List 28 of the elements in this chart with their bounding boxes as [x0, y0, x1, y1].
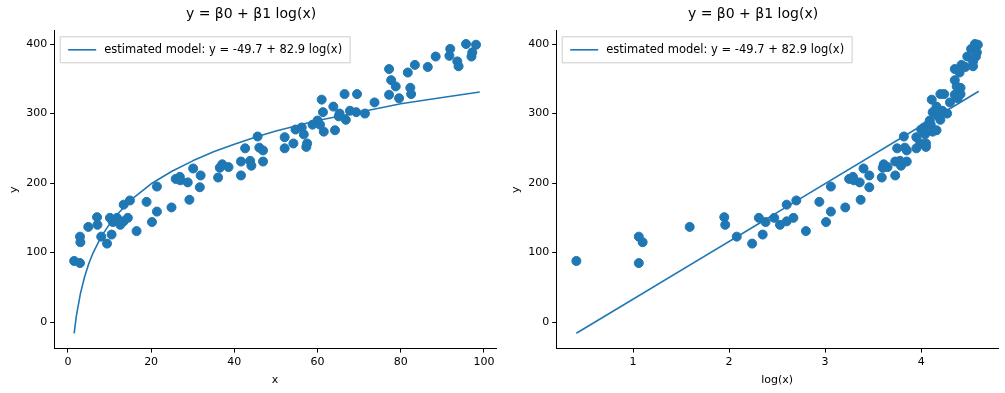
y-tick-label: 100 — [26, 245, 48, 259]
x-tick-label: 100 — [473, 355, 495, 369]
y-tick-label: 200 — [26, 175, 48, 189]
x-tick-label: 80 — [393, 355, 408, 369]
legend-label: estimated model: y = -49.7 + 82.9 log(x) — [606, 41, 845, 56]
y-tick-label: 300 — [26, 106, 48, 120]
x-tick-label: 20 — [144, 355, 159, 369]
y-axis-title: y — [509, 185, 523, 193]
y-tick-label: 400 — [528, 36, 550, 50]
y-tick-label: 300 — [528, 106, 550, 120]
x-tick-label: 2 — [725, 355, 733, 369]
y-axis-title: y — [7, 185, 21, 193]
x-tick-label: 4 — [917, 355, 925, 369]
y-tick-label: 0 — [40, 315, 48, 329]
x-tick-label: 3 — [821, 355, 829, 369]
x-tick-label: 60 — [310, 355, 325, 369]
y-tick-label: 200 — [528, 175, 550, 189]
x-tick-label: 1 — [629, 355, 637, 369]
x-axis-title: x — [271, 373, 279, 387]
chart-title: y = β0 + β1 log(x) — [185, 5, 317, 22]
legend-label: estimated model: y = -49.7 + 82.9 log(x) — [104, 41, 343, 56]
y-tick-label: 400 — [26, 36, 48, 50]
chart-title: y = β0 + β1 log(x) — [687, 5, 819, 22]
y-tick-label: 0 — [542, 315, 550, 329]
x-axis-title: log(x) — [761, 373, 794, 387]
x-tick-label: 40 — [227, 355, 242, 369]
x-tick-label: 0 — [64, 355, 72, 369]
y-tick-label: 100 — [528, 245, 550, 259]
